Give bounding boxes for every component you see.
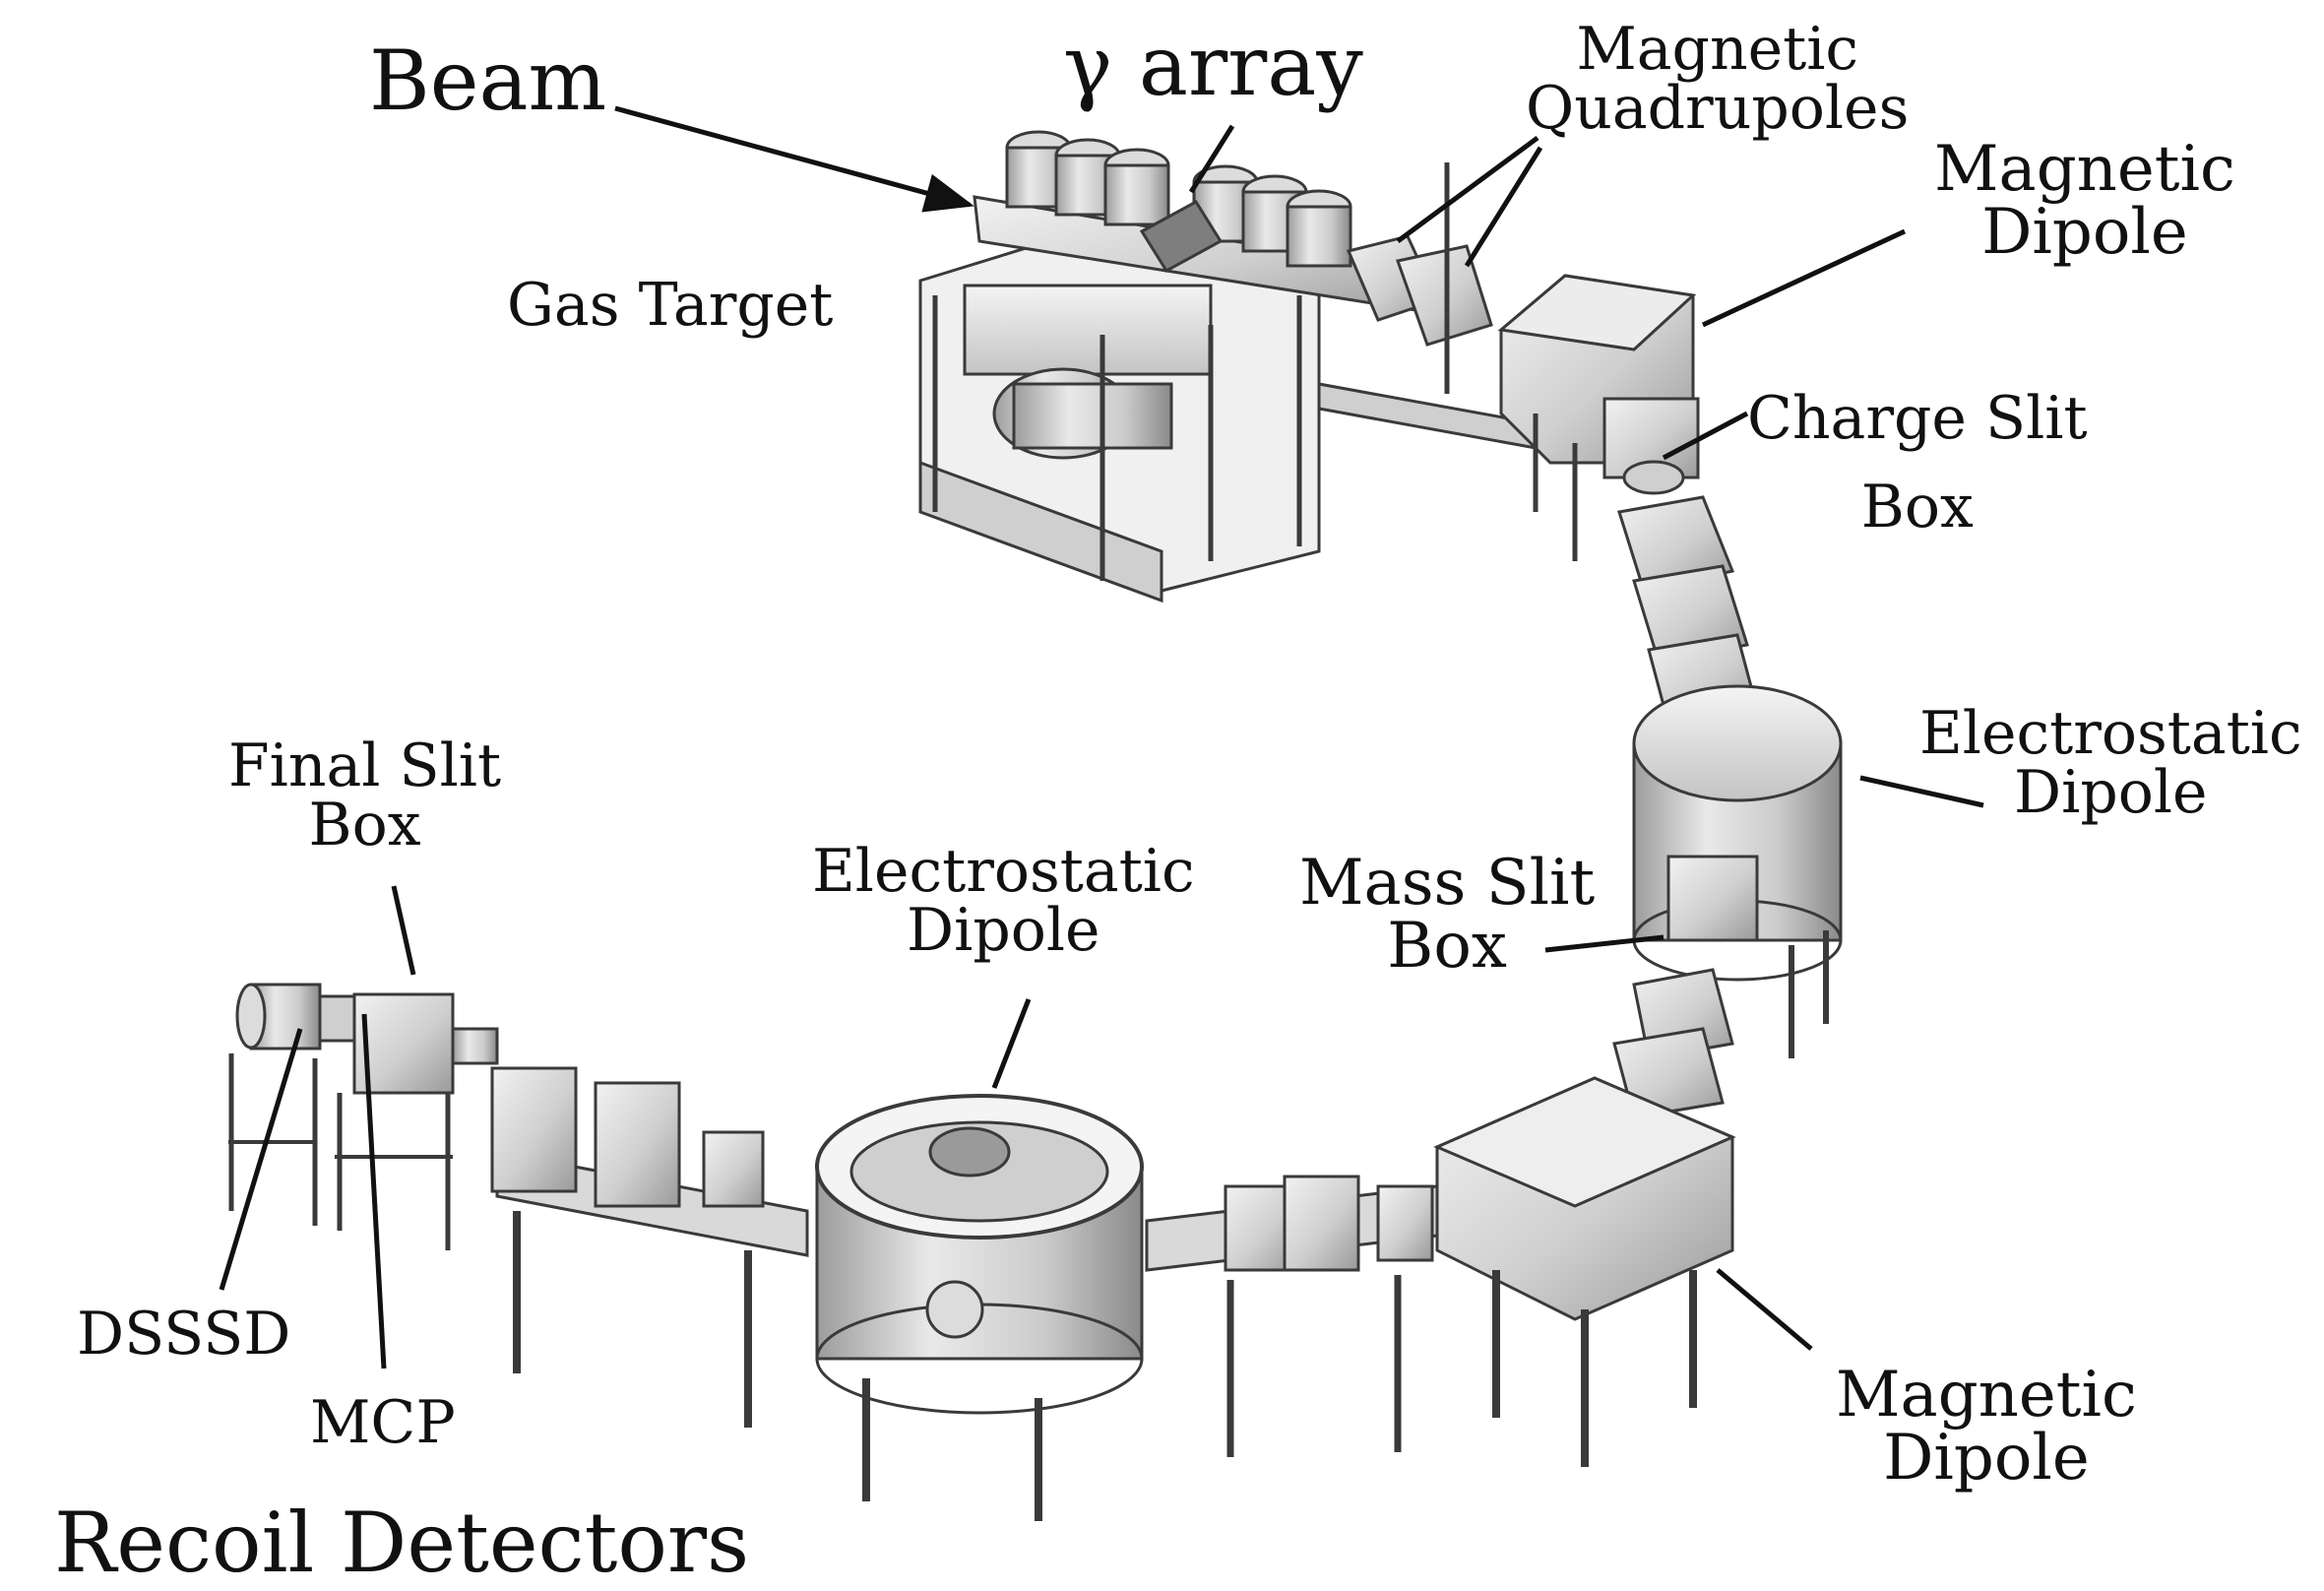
final-slit-box <box>335 992 499 1250</box>
magnetic-dipole-top-leader <box>1701 228 1907 328</box>
magnetic-quadrupoles-label: Magnetic Quadrupoles <box>1526 15 1910 143</box>
mcp-label: MCP <box>310 1388 456 1457</box>
electrostatic-dipole-right-leader <box>1859 775 1984 808</box>
electrostatic-dipole-center <box>815 1094 1144 1521</box>
magnetic-dipole-bottom-label: Magnetic Dipole <box>1836 1359 2137 1495</box>
magnetic-dipole-bottom-leader <box>1716 1268 1813 1351</box>
beam-label: Beam <box>369 32 607 129</box>
gamma-array-label: γ array <box>1063 18 1363 114</box>
gas-target-assembly <box>918 130 1538 604</box>
electrostatic-dipole-center-leader <box>991 998 1032 1089</box>
mcp-leader <box>361 1013 387 1369</box>
magnetic-dipole-top-label: Magnetic Dipole <box>1934 133 2235 269</box>
electrostatic-dipole-center-label: Electrostatic Dipole <box>812 837 1195 965</box>
quadrupole-leader-b <box>1464 146 1543 268</box>
beam-arrow-icon <box>614 105 974 213</box>
mass-slit-box-leader <box>1544 934 1664 953</box>
recoil-detectors <box>228 983 356 1226</box>
bottom-beamline <box>1145 1175 1439 1457</box>
charge-slit-box-leader <box>1662 411 1749 461</box>
magnetic-dipole-bottom <box>1433 1076 1736 1467</box>
gamma-array-leader <box>1188 124 1235 194</box>
recoil-detectors-label: Recoil Detectors <box>54 1495 750 1591</box>
final-slit-box-label: Final Slit Box <box>228 732 502 859</box>
gamma-array-detectors <box>1005 130 1352 273</box>
quadrupole-magnets <box>1317 162 1538 450</box>
gas-target-label: Gas Target <box>507 271 834 340</box>
mass-slit-box-label: Mass Slit Box <box>1299 847 1596 983</box>
leader-lines <box>219 105 1984 1369</box>
dsssd-leader <box>219 1028 303 1291</box>
dsssd-label: DSSSD <box>77 1300 291 1368</box>
charge-slit-box-label: Charge Slit Box <box>1747 384 2088 541</box>
left-beamline <box>490 1066 809 1428</box>
final-slit-box-leader <box>391 885 416 976</box>
electrostatic-dipole-right-label: Electrostatic Dipole <box>1919 699 2302 827</box>
quadrupole-leader-a <box>1396 135 1539 244</box>
